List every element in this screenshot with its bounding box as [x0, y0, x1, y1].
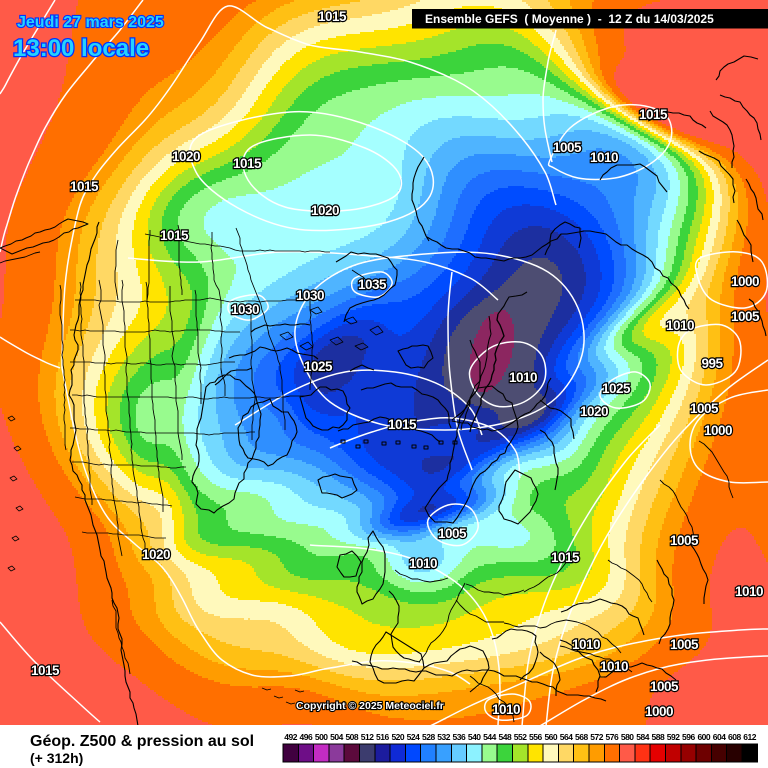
svg-text:1010: 1010 [409, 556, 437, 571]
svg-text:1005: 1005 [690, 401, 719, 416]
svg-text:492: 492 [284, 732, 297, 742]
svg-text:1015: 1015 [639, 107, 668, 122]
svg-text:Copyright © 2025 Meteociel.fr: Copyright © 2025 Meteociel.fr [296, 700, 444, 712]
svg-text:612: 612 [743, 732, 756, 742]
svg-text:1010: 1010 [590, 150, 618, 165]
svg-text:1010: 1010 [509, 370, 537, 385]
svg-text:588: 588 [652, 732, 665, 742]
svg-text:1020: 1020 [172, 149, 200, 164]
svg-text:572: 572 [590, 732, 603, 742]
svg-text:512: 512 [361, 732, 374, 742]
svg-text:1010: 1010 [666, 318, 694, 333]
svg-text:1005: 1005 [731, 309, 760, 324]
svg-text:1005: 1005 [670, 637, 699, 652]
svg-text:528: 528 [422, 732, 435, 742]
svg-text:548: 548 [499, 732, 512, 742]
svg-text:532: 532 [437, 732, 450, 742]
svg-text:(+ 312h): (+ 312h) [30, 750, 83, 766]
svg-text:1010: 1010 [572, 637, 600, 652]
svg-text:552: 552 [514, 732, 527, 742]
svg-text:Jeudi 27 mars 2025: Jeudi 27 mars 2025 [17, 14, 164, 31]
svg-text:536: 536 [453, 732, 466, 742]
svg-text:504: 504 [330, 732, 343, 742]
svg-text:1005: 1005 [670, 533, 699, 548]
svg-text:Ensemble GEFS ( Moyenne ) -: Ensemble GEFS ( Moyenne ) - 12 Z du 14/0… [425, 12, 714, 26]
svg-text:516: 516 [376, 732, 389, 742]
svg-text:1005: 1005 [650, 679, 679, 694]
svg-text:1015: 1015 [160, 228, 189, 243]
svg-text:995: 995 [701, 356, 723, 371]
svg-text:540: 540 [468, 732, 481, 742]
svg-text:1035: 1035 [358, 277, 387, 292]
svg-text:500: 500 [315, 732, 328, 742]
svg-text:13:00 locale: 13:00 locale [13, 35, 149, 62]
svg-text:1025: 1025 [602, 381, 631, 396]
svg-text:1010: 1010 [492, 702, 520, 717]
svg-text:1015: 1015 [70, 179, 99, 194]
svg-text:1020: 1020 [580, 404, 608, 419]
svg-text:1010: 1010 [600, 659, 628, 674]
svg-text:1010: 1010 [735, 584, 763, 599]
svg-text:1015: 1015 [388, 417, 417, 432]
svg-text:1025: 1025 [304, 359, 333, 374]
svg-text:556: 556 [529, 732, 542, 742]
svg-text:1005: 1005 [438, 526, 467, 541]
svg-text:1030: 1030 [231, 302, 259, 317]
svg-text:568: 568 [575, 732, 588, 742]
svg-text:1015: 1015 [233, 156, 262, 171]
svg-text:Géop. Z500 & pression au sol: Géop. Z500 & pression au sol [30, 733, 254, 750]
svg-text:560: 560 [544, 732, 557, 742]
svg-text:1015: 1015 [318, 9, 347, 24]
svg-text:1020: 1020 [142, 547, 170, 562]
svg-text:564: 564 [560, 732, 573, 742]
svg-text:592: 592 [667, 732, 680, 742]
svg-text:508: 508 [345, 732, 358, 742]
svg-text:1005: 1005 [553, 140, 582, 155]
svg-text:1030: 1030 [296, 288, 324, 303]
svg-text:1000: 1000 [731, 274, 759, 289]
svg-text:1000: 1000 [645, 704, 673, 719]
svg-text:544: 544 [483, 732, 496, 742]
svg-text:1020: 1020 [311, 203, 339, 218]
svg-text:1015: 1015 [551, 550, 580, 565]
svg-text:604: 604 [713, 732, 726, 742]
svg-text:1015: 1015 [31, 663, 60, 678]
svg-text:584: 584 [636, 732, 649, 742]
svg-text:520: 520 [391, 732, 404, 742]
svg-text:596: 596 [682, 732, 695, 742]
svg-text:600: 600 [697, 732, 710, 742]
svg-text:608: 608 [728, 732, 741, 742]
svg-text:576: 576 [606, 732, 619, 742]
svg-text:496: 496 [300, 732, 313, 742]
svg-text:524: 524 [407, 732, 420, 742]
svg-text:580: 580 [621, 732, 634, 742]
svg-text:1000: 1000 [704, 423, 732, 438]
